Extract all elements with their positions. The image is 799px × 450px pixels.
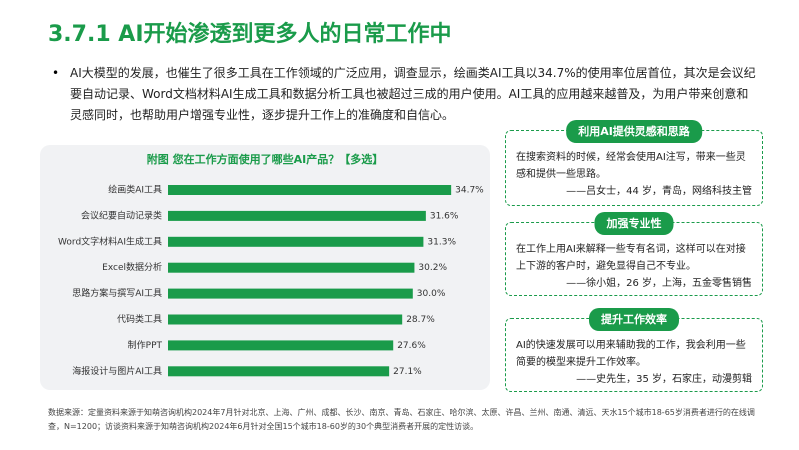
slide-title: 3.7.1 AI开始渗透到更多人的日常工作中	[48, 22, 452, 47]
bar	[168, 210, 426, 221]
category-label: 制作PPT	[128, 339, 163, 351]
category-label: 思路方案与撰写AI工具	[72, 287, 162, 299]
bar	[168, 288, 413, 299]
value-label: 27.1%	[393, 367, 422, 377]
chart-title: 附图 您在工作方面使用了哪些AI产品？【多选】	[147, 152, 383, 166]
quote-box: 利用AI提供灵感和思路 在搜索资料的时候，经常会使用AI注写，带来一些灵感和提供…	[505, 120, 763, 206]
bar	[168, 314, 403, 325]
quote-attribution: ——徐小姐，26 岁，上海，五金零售销售	[566, 278, 752, 289]
quote-attribution: ——吕女士，44 岁，青岛，网络科技主管	[566, 186, 752, 197]
bar	[168, 366, 390, 377]
value-label: 30.0%	[417, 289, 446, 299]
quote-text: 在工作上用AI来解释一些专有名词，这样可以在对接上下游的客户时，避免显得自己不专…	[516, 244, 746, 272]
category-label: 海报设计与图片AI工具	[72, 365, 162, 377]
quote-text: AI的快速发展可以用来辅助我的工作，我会利用一些简要的模型来提升工作效率。	[516, 340, 746, 368]
chart: 附图 您在工作方面使用了哪些AI产品？【多选】 绘画类AI工具 34.7% 会议纪要…	[58, 152, 484, 377]
bar	[168, 340, 394, 351]
footnote: 数据来源：定量资料来源于知萌咨询机构2024年7月针对北京、上海、广州、成都、长…	[48, 408, 755, 431]
quote-heading: 提升工作效率	[589, 308, 679, 331]
bullet: •	[52, 66, 60, 80]
bar	[168, 262, 415, 273]
value-label: 31.6%	[430, 211, 459, 221]
quote-attribution: ——史先生，35 岁，石家庄，动漫剪辑	[576, 374, 752, 385]
intro-text: AI大模型的发展，也催生了很多工具在工作领域的广泛应用，调查显示，绘画类AI工具…	[70, 66, 756, 122]
quote-heading: 加强专业性	[594, 212, 674, 235]
category-label: 绘画类AI工具	[108, 184, 162, 196]
quote-heading: 利用AI提供灵感和思路	[566, 120, 702, 143]
category-label: 会议纪要自动记录类	[81, 209, 162, 221]
value-label: 28.7%	[406, 315, 435, 325]
value-label: 34.7%	[455, 186, 484, 196]
value-label: 27.6%	[397, 341, 426, 351]
chart-panel: 附图 您在工作方面使用了哪些AI产品？【多选】 绘画类AI工具 34.7% 会议纪要…	[40, 145, 490, 390]
value-label: 30.2%	[418, 263, 447, 273]
quote-text: 在搜索资料的时候，经常会使用AI注写，带来一些灵感和提供一些思路。	[516, 152, 746, 180]
bar	[168, 236, 424, 247]
quote-box: 提升工作效率 AI的快速发展可以用来辅助我的工作，我会利用一些简要的模型来提升工…	[505, 308, 763, 392]
bar	[168, 185, 452, 195]
category-label: Excel数据分析	[102, 261, 162, 273]
category-label: 代码类工具	[117, 313, 162, 325]
quote-box: 加强专业性 在工作上用AI来解释一些专有名词，这样可以在对接上下游的客户时，避免…	[505, 212, 763, 296]
value-label: 31.3%	[427, 237, 456, 247]
category-label: Word文字材料AI生成工具	[58, 235, 162, 247]
